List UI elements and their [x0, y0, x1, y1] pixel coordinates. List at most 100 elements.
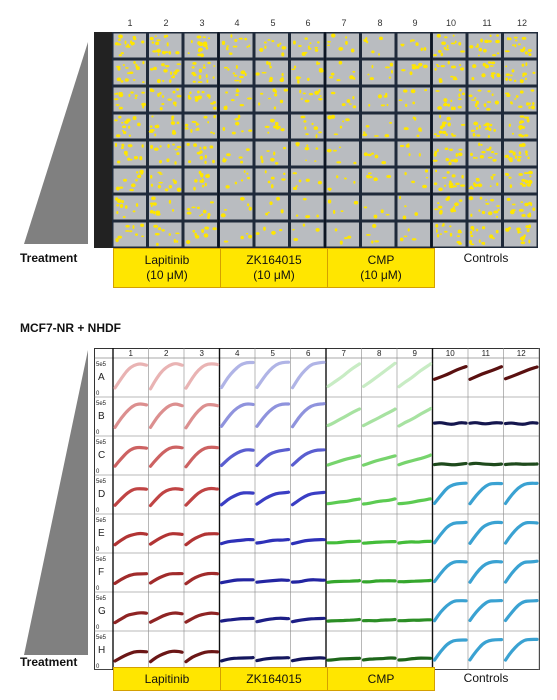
well-image — [362, 141, 395, 166]
well-image — [433, 60, 466, 85]
y-min-label: 0 — [96, 586, 100, 592]
growth-curve — [219, 448, 255, 467]
well-image — [220, 195, 253, 220]
y-max-label: 5e5 — [96, 518, 107, 524]
growth-curve — [432, 364, 468, 381]
growth-curve — [397, 362, 433, 389]
growth-curve — [503, 520, 539, 545]
panel-title: MCF7-NR + NHDF — [20, 321, 121, 335]
y-min-label: 0 — [96, 430, 100, 436]
well-image — [291, 168, 324, 193]
growth-curve — [148, 649, 184, 664]
well-image — [433, 168, 466, 193]
treatment-box-zk164015: ZK164015 (10 μM) — [220, 248, 328, 288]
row-letter: G — [98, 606, 106, 617]
growth-curve — [290, 537, 326, 546]
y-min-label: 0 — [96, 664, 100, 670]
well-image — [113, 60, 146, 85]
well-image — [326, 60, 359, 85]
column-number: 7 — [342, 349, 347, 358]
treatment-label: Treatment — [20, 251, 78, 265]
column-number: 8 — [377, 349, 382, 358]
growth-curve — [113, 531, 149, 547]
growth-curve — [255, 656, 291, 663]
growth-curve — [184, 486, 220, 507]
y-min-label: 0 — [96, 469, 100, 475]
row-letter: B — [98, 411, 105, 422]
growth-curve — [432, 461, 468, 467]
well-image — [184, 114, 217, 139]
treatment-dose: (10 μM) — [253, 268, 295, 282]
growth-curve — [148, 571, 184, 585]
well-image — [504, 195, 537, 220]
growth-curve — [468, 365, 504, 381]
bottom-gradient-wedge — [24, 350, 88, 655]
well-image — [362, 222, 395, 247]
top-gradient-wedge — [24, 42, 88, 244]
growth-curve — [326, 454, 362, 467]
well-image — [255, 222, 288, 247]
growth-curve — [397, 407, 433, 428]
well-image — [468, 222, 501, 247]
well-image — [113, 195, 146, 220]
well-image — [504, 222, 537, 247]
growth-curve — [432, 560, 468, 584]
growth-curve — [503, 559, 539, 584]
y-min-label: 0 — [96, 547, 100, 553]
well-image — [362, 168, 395, 193]
growth-curve — [468, 598, 504, 622]
growth-curve — [326, 617, 362, 623]
growth-curve-grid: 1 2 3 4 5 6 7 8 9 10 11 125e5A05e5B05e5C05e5D05e5E0… — [94, 348, 540, 670]
well-image — [291, 33, 324, 58]
well-image — [149, 33, 182, 58]
well-image — [468, 141, 501, 166]
well-image — [149, 141, 182, 166]
column-number: 3 — [199, 18, 205, 28]
treatment-box-lapitinib: Lapitinib (10 μM) — [113, 248, 221, 288]
growth-curve — [148, 402, 184, 429]
growth-curve — [503, 421, 539, 426]
controls-label: Controls — [463, 251, 509, 265]
well-image — [326, 195, 359, 220]
column-number: 2 — [163, 18, 169, 28]
row-letter: A — [98, 372, 105, 383]
column-number: 6 — [306, 349, 311, 358]
column-number: 1 — [127, 18, 133, 28]
well-image — [184, 141, 217, 166]
column-number: 3 — [200, 349, 205, 358]
well-image — [504, 87, 537, 112]
well-image — [148, 114, 182, 139]
growth-curve — [290, 490, 326, 507]
growth-curve — [468, 481, 504, 506]
growth-curve — [290, 402, 326, 429]
treatment-dose: (10 μM) — [146, 268, 188, 282]
growth-curve — [219, 537, 255, 546]
growth-curve — [148, 362, 184, 391]
well-image — [397, 87, 430, 112]
growth-curve — [326, 579, 362, 584]
well-image — [184, 33, 217, 58]
growth-curve — [255, 578, 291, 584]
well-image — [291, 195, 324, 220]
well-image — [255, 87, 289, 112]
growth-curve — [219, 578, 255, 585]
well-image — [397, 141, 430, 166]
row-letter: C — [98, 450, 105, 461]
well-image — [468, 60, 501, 85]
growth-curve — [219, 402, 255, 428]
treatment-box-cmp: CMP (10 μM) — [327, 248, 435, 288]
well-image — [291, 60, 324, 85]
growth-curve — [113, 572, 149, 585]
well-image — [468, 87, 501, 112]
well-image — [433, 222, 466, 247]
growth-curve — [290, 578, 326, 584]
growth-curve — [148, 445, 184, 468]
well-image — [432, 141, 466, 166]
y-min-label: 0 — [96, 508, 100, 514]
well-image — [113, 141, 146, 166]
growth-curve — [219, 616, 255, 623]
well-image — [113, 222, 146, 247]
growth-curve — [503, 481, 539, 506]
growth-curve — [113, 649, 149, 663]
growth-curve — [255, 490, 291, 506]
